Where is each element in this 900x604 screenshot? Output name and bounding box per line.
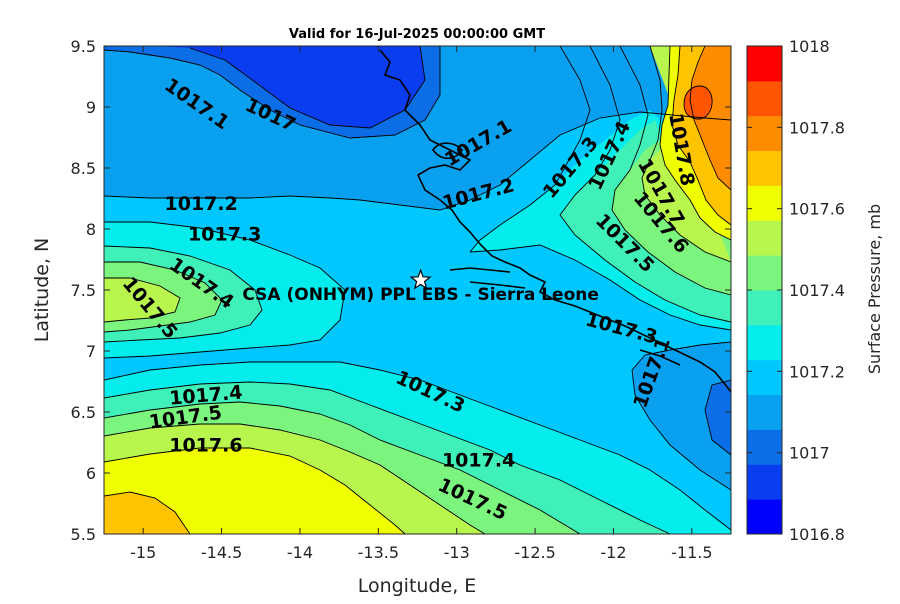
coastline-path	[449, 267, 511, 273]
contour-line	[611, 46, 731, 296]
contour-line	[104, 491, 191, 534]
y-tick-label: 6	[86, 464, 96, 483]
x-axis: -15 -14.5 -14 -13.5 -13 -12.5 -12 -11.5	[130, 46, 713, 562]
colorbar-tick-label: 1017.2	[789, 362, 845, 381]
colorbar: 1016.8 1017 1017.2 1017.4 1017.6 1017.8 1018	[746, 37, 845, 544]
colorbar-segment	[747, 80, 782, 117]
colorbar-segment	[747, 185, 782, 221]
colorbar-tick-label: 1018	[789, 37, 830, 56]
band-1017-1-southeast	[632, 342, 731, 490]
contour-line	[189, 46, 426, 129]
colorbar-tick-label: 1017.4	[789, 281, 845, 300]
contour-line	[559, 46, 731, 323]
colorbar-segment	[747, 290, 782, 326]
y-tick-label: 9	[86, 98, 96, 117]
y-tick-label: 6.5	[71, 403, 96, 422]
colorbar-segment	[747, 255, 782, 291]
contour-line	[104, 245, 263, 343]
colorbar-tick-label: 1017.8	[789, 118, 845, 137]
colorbar-tick-label: 1017.6	[789, 200, 845, 219]
contour-line	[469, 244, 731, 331]
y-tick-label: 8	[86, 220, 96, 239]
band-1017-95-northeast	[684, 86, 713, 120]
contour-fill-layer	[104, 46, 731, 534]
coastline-path	[639, 349, 681, 366]
coastline-path	[469, 281, 526, 289]
station-label: CSA (ONHYM) PPL EBS - Sierra Leone	[242, 285, 599, 305]
contour-line	[104, 277, 181, 323]
band-1016-9	[160, 46, 425, 128]
colorbar-segment	[747, 150, 782, 186]
colorbar-segment	[747, 499, 782, 535]
y-axis-label: Latitude, N	[31, 238, 53, 343]
colorbar-segment	[747, 220, 782, 256]
x-tick-label: -13	[444, 543, 470, 562]
contour-line	[104, 46, 441, 139]
y-tick-label: 9.5	[71, 37, 96, 56]
y-tick-label: 8.5	[71, 159, 96, 178]
contour-line	[104, 401, 581, 534]
x-tick-label: -12	[600, 543, 626, 562]
contour-line	[704, 379, 731, 456]
contour-label: 1017.6	[169, 435, 242, 457]
contour-line	[469, 46, 591, 253]
x-tick-label: -13.5	[358, 543, 399, 562]
x-tick-label: -12.5	[514, 543, 555, 562]
contour-line	[104, 111, 731, 211]
x-tick-label: -14.5	[201, 543, 242, 562]
contour-line	[683, 85, 713, 120]
contour-label: 1017.4	[442, 449, 515, 471]
colorbar-segment	[747, 464, 782, 500]
colorbar-tick-label: 1017	[789, 444, 830, 463]
chart-title: Valid for 16-Jul-2025 00:00:00 GMT	[289, 27, 545, 42]
x-tick-label: -15	[130, 543, 156, 562]
colorbar-tick-label: 1016.8	[789, 525, 845, 544]
contour-line	[641, 46, 731, 263]
colorbar-segment	[747, 46, 782, 82]
x-axis-label: Longitude, E	[358, 575, 477, 597]
contour-lines	[104, 46, 731, 534]
contour-line	[104, 423, 486, 534]
contour-line	[104, 447, 406, 534]
station-star-icon	[409, 268, 432, 290]
band-1017-6-west	[104, 278, 180, 322]
coastline-path	[379, 49, 731, 393]
contour-line	[104, 361, 731, 531]
contour-line	[689, 46, 731, 191]
y-axis: 5.5 6 6.5 7 7.5 8 8.5 9 9.5	[71, 37, 731, 544]
colorbar-segment	[747, 359, 782, 396]
y-tick-label: 5.5	[71, 525, 96, 544]
coastline-path	[432, 142, 463, 160]
station-layer: CSA (ONHYM) PPL EBS - Sierra Leone	[242, 268, 599, 305]
band-1017-8-south	[104, 492, 190, 534]
colorbar-label: Surface Pressure, mb	[865, 204, 884, 374]
colorbar-segment	[747, 394, 782, 430]
contour-label: 1017.3	[188, 224, 261, 246]
y-tick-label: 7	[86, 342, 96, 361]
colorbar-segment	[747, 429, 782, 465]
x-tick-label: -14	[287, 543, 313, 562]
band-1017-7-south	[104, 448, 405, 534]
contour-line	[631, 341, 731, 491]
contour-line	[104, 221, 346, 359]
contour-line	[104, 381, 671, 534]
coastline	[379, 49, 731, 393]
y-tick-label: 7.5	[71, 281, 96, 300]
contour-label: 1017.2	[165, 193, 238, 215]
colorbar-segment	[747, 324, 782, 361]
contour-line	[659, 46, 731, 241]
contour-line	[671, 46, 731, 226]
x-tick-label: -11.5	[671, 543, 712, 562]
colorbar-segment	[747, 115, 782, 152]
contour-line	[104, 261, 223, 333]
